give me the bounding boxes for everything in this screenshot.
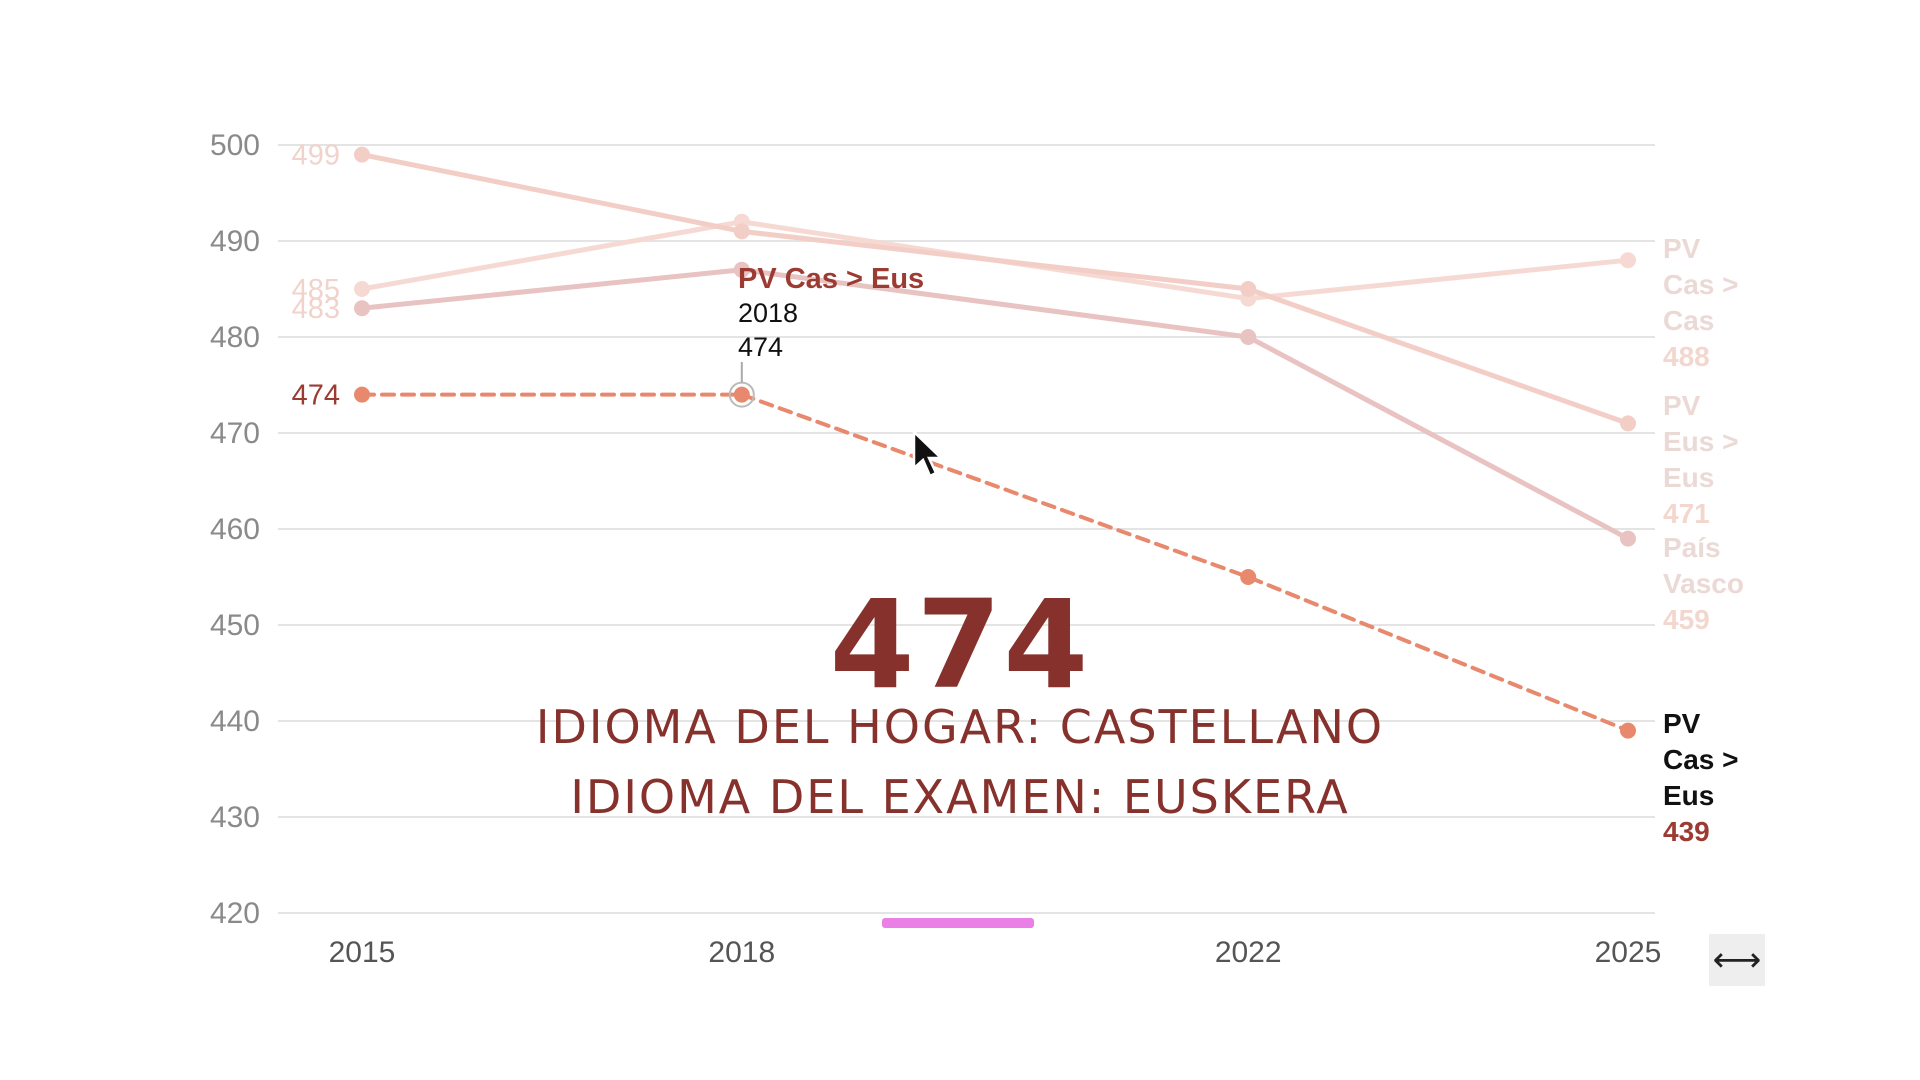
data-point xyxy=(1620,252,1636,269)
tooltip-series-name: PV Cas > Eus xyxy=(738,263,924,295)
y-tick-label: 440 xyxy=(210,705,260,738)
y-tick-label: 480 xyxy=(210,321,260,354)
x-tick-label: 2025 xyxy=(1595,936,1662,969)
series-labels: 485 499 483 474 PV Cas > Eus 439 PV Cas > Cas 488 PV… xyxy=(292,140,1744,847)
x-tick-label: 2018 xyxy=(708,936,775,969)
series-line xyxy=(360,392,1630,733)
series-end-name: PV xyxy=(1663,233,1701,264)
series-end-name: Cas > xyxy=(1663,744,1739,775)
series-line xyxy=(359,152,1631,426)
data-point xyxy=(354,386,370,403)
data-point xyxy=(1240,329,1257,345)
y-tick-label: 430 xyxy=(210,801,260,834)
data-point xyxy=(1240,569,1257,585)
series-end-name: PV xyxy=(1663,390,1701,421)
data-point xyxy=(354,300,370,317)
data-point xyxy=(1620,722,1636,739)
mouse-cursor-icon xyxy=(912,430,945,478)
series-end-value: 488 xyxy=(1663,341,1710,372)
series-end-name: Eus > xyxy=(1663,426,1738,457)
series-end-name: Cas > xyxy=(1663,269,1739,300)
series-end-name: País xyxy=(1663,532,1721,563)
highlight-value: 474 xyxy=(829,574,1091,716)
series-end-name: PV xyxy=(1663,708,1701,739)
series-end-value: 459 xyxy=(1663,604,1710,635)
y-tick-label: 420 xyxy=(210,897,260,930)
data-point xyxy=(354,281,370,297)
series-start-label: 499 xyxy=(292,140,340,172)
series-end-name: Eus xyxy=(1663,462,1714,493)
y-axis-ticks: 500 490 480 470 460 450 440 430 420 xyxy=(210,129,260,930)
tooltip-year: 2018 xyxy=(738,298,798,328)
y-tick-label: 500 xyxy=(210,129,260,162)
x-axis-ticks: 2015 2018 2022 2025 xyxy=(329,936,1662,969)
series-end-name: Vasco xyxy=(1663,568,1744,599)
data-point xyxy=(733,386,750,403)
data-point xyxy=(1620,530,1636,547)
caption-exam-language: IDIOMA DEL EXAMEN: EUSKERA xyxy=(570,770,1350,824)
y-tick-label: 450 xyxy=(210,609,260,642)
y-tick-label: 460 xyxy=(210,513,260,546)
scrub-handle[interactable] xyxy=(882,918,1034,928)
grid xyxy=(278,144,1655,914)
series-lines xyxy=(354,146,1636,739)
series-start-label: 474 xyxy=(292,380,340,412)
y-tick-label: 470 xyxy=(210,417,260,450)
expand-arrows-icon: ⟷ xyxy=(1712,940,1762,980)
data-point xyxy=(733,261,750,278)
expand-toggle-button[interactable]: ⟷ xyxy=(1709,934,1765,986)
series-start-label: 483 xyxy=(292,293,340,325)
y-tick-label: 490 xyxy=(210,225,260,258)
series-end-name: Eus xyxy=(1663,780,1714,811)
series-end-value: 471 xyxy=(1663,498,1710,529)
data-point xyxy=(1620,415,1636,432)
series-end-name: Cas xyxy=(1663,305,1714,336)
x-tick-label: 2022 xyxy=(1215,936,1282,969)
data-point xyxy=(733,223,750,240)
series-start-label: 485 xyxy=(292,274,340,306)
series-end-value: 439 xyxy=(1663,816,1710,847)
data-point xyxy=(1240,281,1257,297)
series-line xyxy=(359,267,1631,542)
caption-home-language: IDIOMA DEL HOGAR: CASTELLANO xyxy=(535,700,1385,754)
tooltip-value: 474 xyxy=(738,332,783,362)
data-point xyxy=(354,146,370,163)
x-tick-label: 2015 xyxy=(329,936,396,969)
